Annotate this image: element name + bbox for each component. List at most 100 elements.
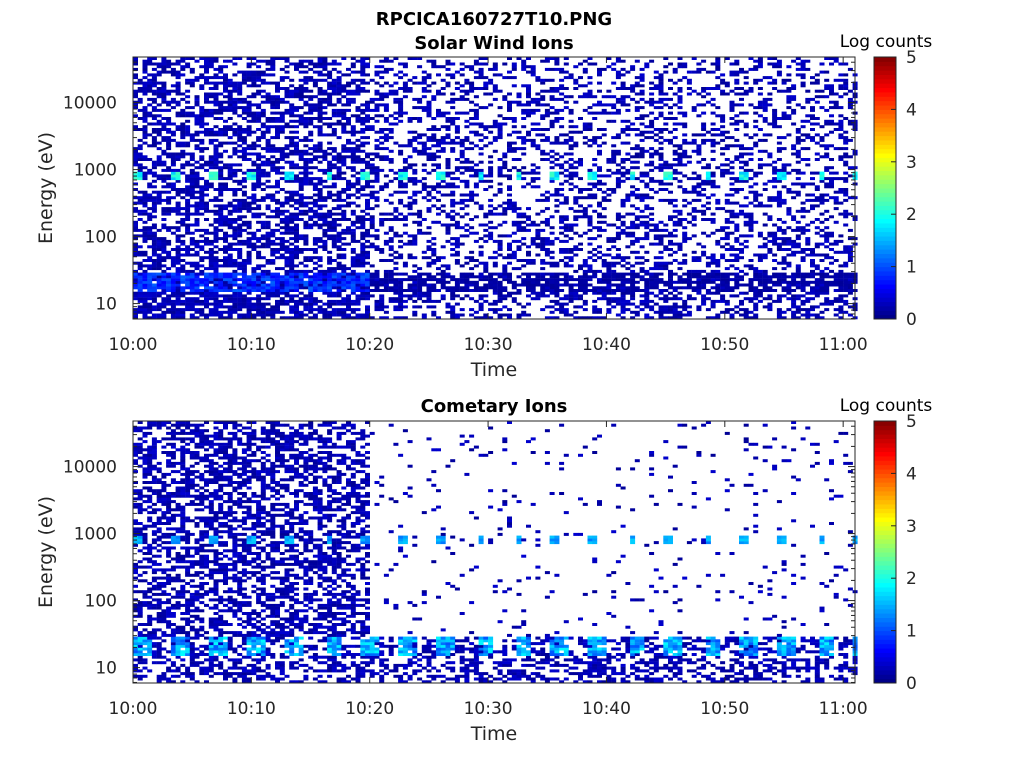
heatmap-cell — [151, 291, 157, 295]
heatmap-cell — [218, 264, 224, 268]
heatmap-cell — [303, 160, 309, 164]
heatmap-cell — [303, 264, 309, 268]
heatmap-cell — [284, 294, 290, 298]
heatmap-cell — [161, 302, 167, 306]
heatmap-cell — [426, 278, 432, 282]
heatmap-cell — [303, 152, 309, 156]
heatmap-cell — [336, 119, 342, 123]
heatmap-cell — [578, 286, 583, 290]
heatmap-cell — [483, 283, 489, 287]
heatmap-cell — [175, 220, 181, 224]
heatmap-cell — [151, 253, 157, 257]
heatmap-cell — [256, 76, 262, 80]
heatmap-cell — [275, 242, 280, 246]
heatmap-cell — [454, 316, 460, 320]
heatmap-cell — [454, 223, 460, 227]
heatmap-cell — [232, 209, 238, 213]
heatmap-cell — [417, 190, 423, 194]
heatmap-cell — [199, 130, 205, 134]
heatmap-cell — [516, 275, 522, 279]
heatmap-cell — [516, 316, 522, 320]
heatmap-cell — [526, 286, 531, 290]
heatmap-cell — [317, 308, 323, 312]
heatmap-cell — [436, 182, 441, 186]
heatmap-cell — [237, 313, 243, 317]
heatmap-cell — [478, 204, 484, 208]
heatmap-cell — [322, 73, 328, 77]
heatmap-cell — [327, 103, 333, 107]
heatmap-cell — [568, 177, 574, 181]
heatmap-cell — [331, 149, 337, 153]
heatmap-cell — [312, 204, 318, 208]
heatmap-cell — [554, 193, 560, 197]
heatmap-cell — [208, 256, 214, 260]
heatmap-cell — [507, 248, 512, 251]
heatmap-cell — [374, 73, 380, 77]
heatmap-cell — [303, 163, 309, 167]
heatmap-cell — [322, 92, 328, 96]
heatmap-cell — [469, 87, 475, 90]
heatmap-cell — [587, 111, 593, 115]
heatmap-cell — [388, 299, 394, 303]
heatmap-cell — [379, 95, 385, 99]
heatmap-cell — [251, 182, 257, 186]
heatmap-cell — [279, 67, 285, 71]
heatmap-cell — [355, 302, 361, 306]
heatmap-cell — [185, 188, 191, 191]
heatmap-cell — [502, 201, 508, 205]
heatmap-cell — [246, 177, 252, 181]
heatmap-cell — [151, 67, 157, 71]
heatmap-cell — [137, 209, 143, 213]
heatmap-cell — [213, 310, 219, 314]
heatmap-cell — [223, 272, 228, 276]
heatmap-cell — [208, 114, 214, 118]
heatmap-cell — [142, 299, 148, 303]
heatmap-cell — [426, 305, 432, 309]
heatmap-cell — [483, 275, 489, 279]
heatmap-cell — [540, 289, 546, 292]
heatmap-cell — [544, 294, 550, 298]
heatmap-cell — [303, 158, 309, 161]
heatmap-cell — [308, 280, 314, 284]
heatmap-cell — [417, 212, 423, 216]
heatmap-cell — [147, 111, 153, 115]
heatmap-cell — [270, 117, 276, 120]
heatmap-cell — [151, 144, 157, 148]
heatmap-cell — [308, 95, 314, 99]
heatmap-cell — [346, 188, 351, 191]
heatmap-cell — [421, 278, 427, 282]
heatmap-cell — [630, 89, 636, 93]
heatmap-cell — [597, 174, 602, 178]
heatmap-cell — [199, 158, 205, 161]
heatmap-cell — [365, 114, 370, 118]
heatmap-cell — [275, 89, 280, 93]
heatmap-cell — [237, 136, 243, 140]
heatmap-cell — [592, 185, 598, 189]
heatmap-cell — [606, 193, 612, 197]
heatmap-cell — [497, 171, 503, 175]
heatmap-cell — [355, 149, 361, 153]
heatmap-cell — [194, 223, 200, 227]
heatmap-cell — [440, 278, 446, 282]
heatmap-cell — [317, 130, 323, 134]
heatmap-cell — [379, 155, 385, 159]
heatmap-cell — [270, 250, 276, 254]
heatmap-cell — [374, 190, 380, 194]
heatmap-cell — [592, 171, 598, 175]
heatmap-cell — [365, 73, 370, 77]
heatmap-cell — [568, 248, 574, 251]
heatmap-cell — [544, 158, 550, 161]
heatmap-cell — [279, 283, 285, 287]
heatmap-cell — [502, 95, 508, 99]
heatmap-cell — [256, 313, 262, 317]
heatmap-cell — [597, 256, 602, 260]
heatmap-cell — [166, 283, 172, 287]
heatmap-cell — [336, 196, 342, 200]
heatmap-cell — [336, 171, 342, 175]
heatmap-cell — [568, 138, 574, 142]
heatmap-cell — [303, 117, 309, 120]
heatmap-cell — [279, 76, 285, 80]
heatmap-cell — [526, 283, 531, 287]
heatmap-cell — [388, 201, 394, 205]
heatmap-cell — [421, 313, 427, 317]
